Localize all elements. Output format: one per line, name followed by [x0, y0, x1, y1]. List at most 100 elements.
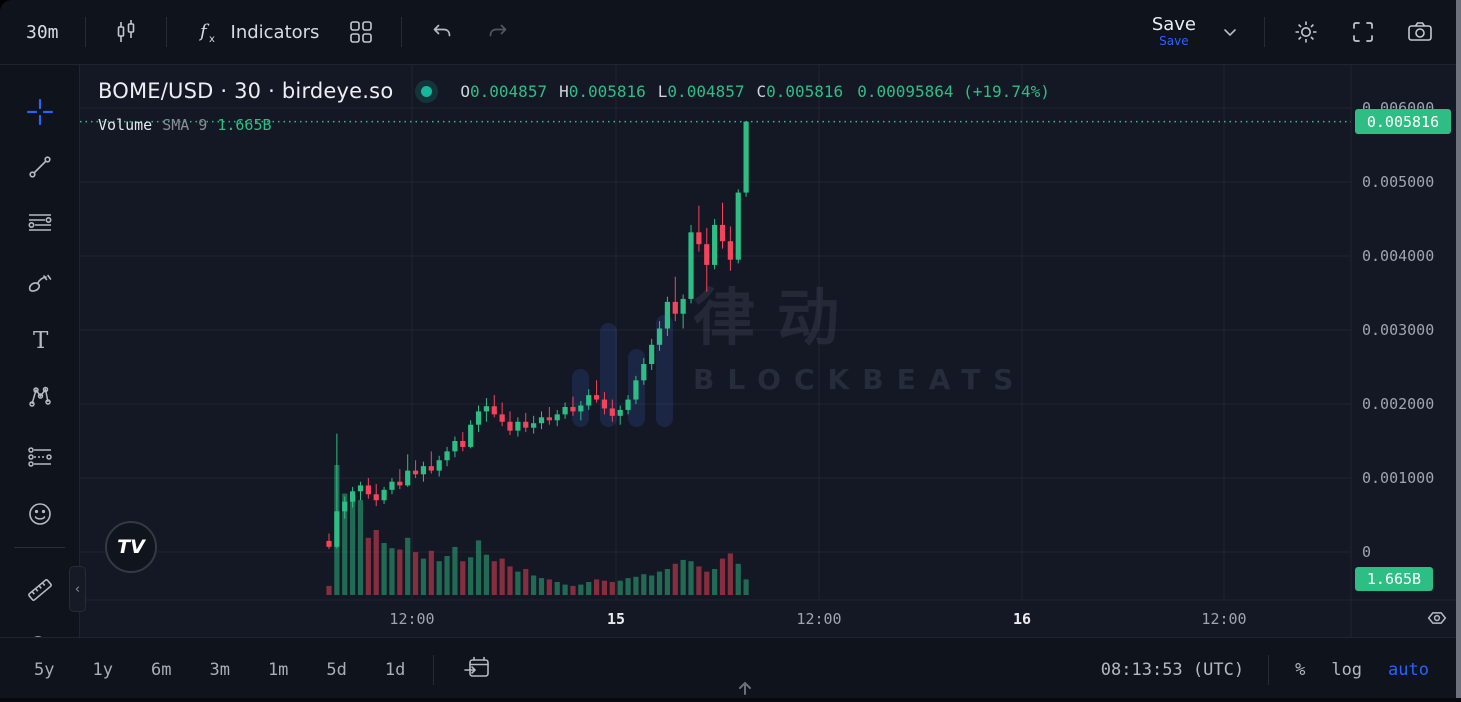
price-axis-label: 0.001000: [1362, 469, 1435, 487]
projection-tool-button[interactable]: [21, 438, 59, 476]
svg-text:T: T: [33, 328, 49, 354]
candle-body: [609, 408, 615, 416]
time-axis-settings-button[interactable]: [1424, 605, 1450, 635]
volume-row: Volume SMA 9 1.665B: [98, 116, 1050, 134]
candle-body: [507, 421, 513, 431]
toolbar-divider: [165, 17, 167, 47]
volume-bar: [664, 569, 671, 595]
watermark: 律动 BLOCKBEATS: [572, 287, 1026, 427]
range-button-1y[interactable]: 1y: [92, 660, 113, 680]
restore-pane-arrow[interactable]: [736, 680, 754, 699]
xabcd-pattern-tool-button[interactable]: [21, 378, 59, 416]
volume-bar: [719, 558, 726, 595]
percent-scale-button[interactable]: %: [1295, 660, 1306, 680]
ohlc-item: H0.005816: [559, 81, 646, 101]
candle-body: [523, 421, 529, 428]
fullscreen-button[interactable]: [1339, 12, 1387, 52]
clock[interactable]: 08:13:53 (UTC): [1100, 660, 1245, 680]
price-axis-label: 0.004000: [1362, 247, 1435, 265]
candle-body: [554, 414, 560, 421]
candle-body: [491, 406, 497, 415]
volume-sma-value: 1.665B: [217, 116, 272, 134]
candle-body: [546, 417, 552, 421]
layout-grid-button[interactable]: [337, 12, 385, 52]
undo-button[interactable]: [418, 12, 466, 52]
candle-body: [357, 485, 364, 492]
go-to-date-button[interactable]: [450, 648, 504, 693]
save-button[interactable]: Save Save: [1144, 14, 1204, 49]
volume-bar: [365, 537, 371, 595]
range-button-6m[interactable]: 6m: [150, 660, 172, 680]
candlestick-chart[interactable]: [80, 65, 1461, 637]
window-edge: [1456, 0, 1461, 702]
trend-line-tool-button[interactable]: [21, 148, 59, 186]
range-button-3m[interactable]: 3m: [209, 660, 230, 680]
candle-body: [515, 421, 521, 431]
auto-scale-button[interactable]: auto: [1388, 660, 1429, 680]
ohlc-item: O0.004857: [460, 81, 548, 101]
candle-body: [633, 380, 639, 400]
candle-body: [593, 395, 600, 400]
fullscreen-icon: [1349, 18, 1377, 46]
candle-body: [499, 414, 505, 422]
emoji-tool-button[interactable]: [21, 495, 59, 533]
settings-button[interactable]: [1281, 11, 1331, 53]
save-menu-button[interactable]: [1212, 18, 1248, 46]
undo-icon: [428, 18, 456, 46]
range-button-5d[interactable]: 5d: [326, 660, 347, 680]
volume-bar: [562, 584, 568, 595]
chart-pane[interactable]: 律动 BLOCKBEATS BOME/USD · 30 · birdeye.so…: [80, 65, 1461, 637]
text-icon: T: [25, 325, 55, 355]
sidebar-collapse-handle[interactable]: ‹: [69, 566, 86, 612]
candle-body: [656, 328, 663, 345]
volume-bar: [357, 500, 364, 595]
measure-tool-button[interactable]: [21, 571, 59, 609]
crosshair-tool-button[interactable]: [21, 93, 59, 131]
candle-body: [381, 489, 387, 501]
range-button-1m[interactable]: 1m: [267, 660, 289, 680]
text-tool-button[interactable]: T: [21, 321, 59, 359]
symbol-title[interactable]: BOME/USD · 30 · birdeye.so: [98, 79, 394, 103]
candle-body: [680, 298, 686, 314]
fx-function-icon: f x: [193, 17, 223, 47]
tradingview-logo[interactable]: TV: [105, 521, 157, 573]
candle-body: [578, 405, 584, 412]
ohlc-item: C0.005816: [756, 81, 844, 101]
volume-bar: [436, 561, 442, 595]
candle-body: [326, 540, 332, 547]
brush-tool-button[interactable]: [21, 265, 59, 303]
volume-bar: [641, 574, 647, 595]
candle-body: [743, 121, 749, 193]
indicators-button[interactable]: f x Indicators: [183, 11, 330, 53]
range-button-5y[interactable]: 5y: [34, 660, 55, 680]
indicators-label: Indicators: [230, 21, 320, 43]
candle-body: [475, 411, 482, 425]
crosshair-icon: [25, 97, 55, 127]
volume-bar: [412, 552, 419, 595]
volume-bar: [586, 582, 592, 595]
candle-body: [350, 491, 356, 502]
window-bottom-edge: [0, 698, 1461, 702]
volume-bar: [531, 575, 537, 595]
watermark-cn: 律动: [693, 281, 862, 354]
price-axis-label: 0.005000: [1362, 173, 1435, 191]
top-toolbar-left: 30m f x Indicators: [16, 11, 522, 53]
smiley-icon: [25, 499, 55, 529]
redo-button[interactable]: [474, 12, 522, 52]
chart-style-button[interactable]: [102, 12, 150, 52]
candle-body: [672, 301, 678, 314]
candle-body: [696, 232, 702, 245]
interval-button[interactable]: 30m: [16, 16, 69, 49]
snapshot-button[interactable]: [1395, 11, 1445, 53]
volume-bar: [468, 557, 474, 595]
ohlc-values: O0.004857 H0.005816 L0.004857 C0.005816: [460, 82, 843, 101]
volume-label[interactable]: Volume: [98, 116, 153, 134]
time-axis-label: 12:00: [796, 610, 842, 628]
candle-body: [428, 466, 434, 471]
log-scale-button[interactable]: log: [1331, 660, 1363, 680]
range-button-1d[interactable]: 1d: [384, 660, 406, 680]
projection-icon: [25, 442, 55, 472]
candle-body: [664, 301, 671, 329]
fib-retracement-tool-button[interactable]: [21, 205, 59, 243]
gear-icon: [1291, 17, 1321, 47]
